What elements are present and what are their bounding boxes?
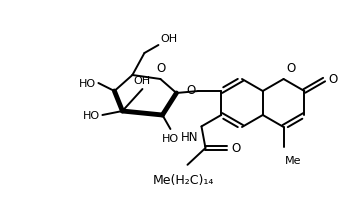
Text: O: O xyxy=(231,142,240,155)
Text: Me: Me xyxy=(285,156,301,166)
Text: HO: HO xyxy=(79,79,96,89)
Text: O: O xyxy=(287,62,296,75)
Text: OH: OH xyxy=(160,34,177,44)
Text: HO: HO xyxy=(162,133,179,143)
Text: O: O xyxy=(328,73,337,86)
Text: O: O xyxy=(186,83,195,96)
Text: Me(H₂C)₁₄: Me(H₂C)₁₄ xyxy=(153,173,214,186)
Text: HO: HO xyxy=(83,110,100,121)
Text: OH: OH xyxy=(134,76,151,85)
Text: O: O xyxy=(157,62,166,75)
Text: HN: HN xyxy=(181,131,198,144)
